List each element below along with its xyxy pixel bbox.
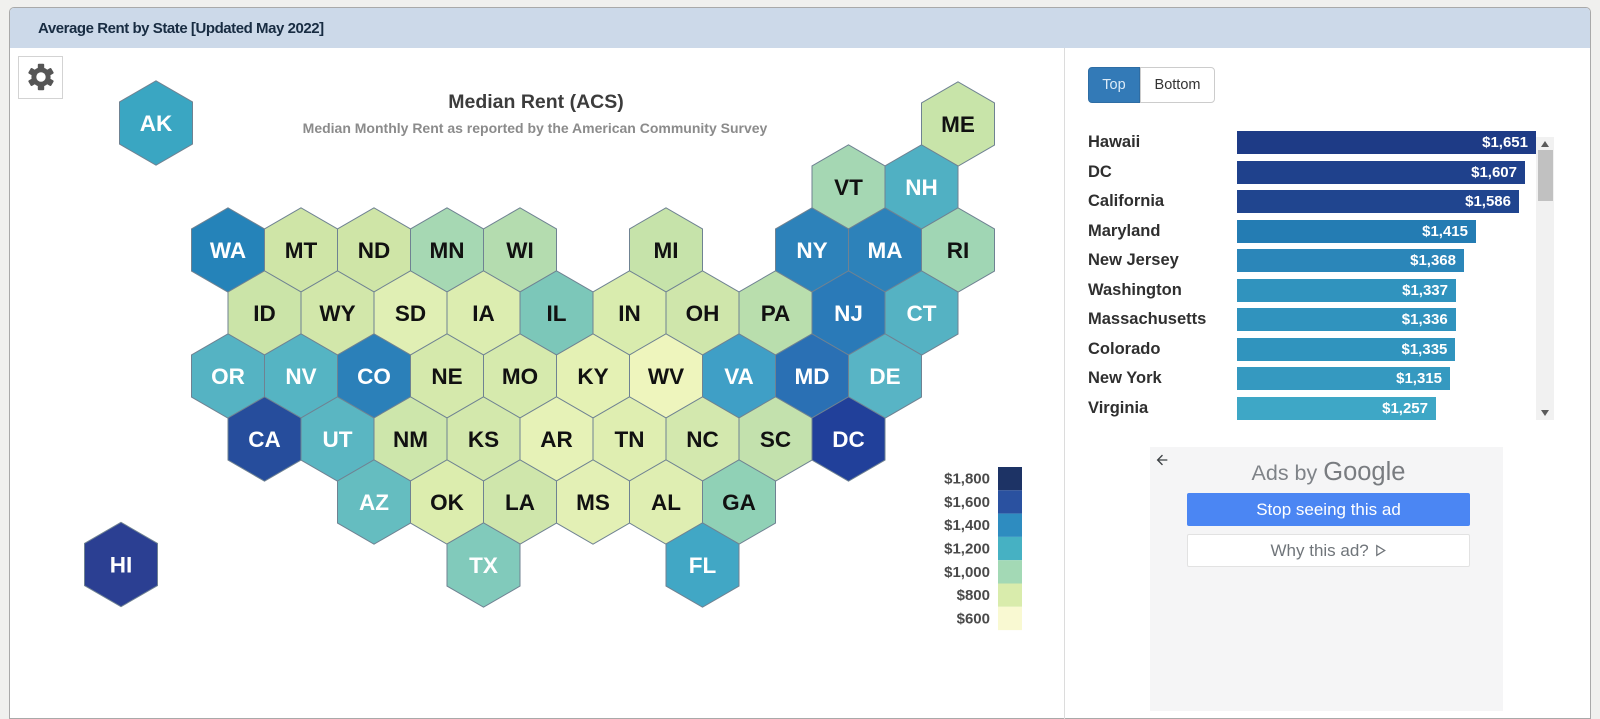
- svg-text:NY: NY: [796, 238, 827, 263]
- svg-text:AZ: AZ: [359, 490, 389, 515]
- svg-text:OK: OK: [430, 490, 465, 515]
- svg-text:MT: MT: [285, 238, 318, 263]
- svg-text:$1,400: $1,400: [944, 517, 990, 534]
- svg-text:IL: IL: [547, 301, 567, 326]
- svg-text:IA: IA: [472, 301, 495, 326]
- svg-text:$600: $600: [957, 610, 990, 627]
- svg-text:$1,600: $1,600: [944, 494, 990, 511]
- svg-text:MA: MA: [868, 238, 903, 263]
- svg-text:ND: ND: [358, 238, 391, 263]
- svg-text:NM: NM: [393, 427, 428, 452]
- svg-text:MN: MN: [430, 238, 465, 263]
- svg-text:CA: CA: [248, 427, 281, 452]
- svg-text:MI: MI: [654, 238, 679, 263]
- svg-text:$800: $800: [957, 587, 990, 604]
- svg-text:SD: SD: [395, 301, 426, 326]
- svg-text:TN: TN: [615, 427, 645, 452]
- svg-text:$1,200: $1,200: [944, 541, 990, 558]
- svg-text:KS: KS: [468, 427, 499, 452]
- svg-text:VT: VT: [834, 175, 863, 200]
- svg-text:NV: NV: [285, 364, 316, 389]
- svg-text:NH: NH: [905, 175, 938, 200]
- svg-text:LA: LA: [505, 490, 535, 515]
- svg-text:$1,800: $1,800: [944, 471, 990, 488]
- svg-text:HI: HI: [110, 553, 133, 578]
- svg-text:ID: ID: [253, 301, 276, 326]
- svg-text:DE: DE: [869, 364, 900, 389]
- svg-text:VA: VA: [724, 364, 754, 389]
- svg-text:WY: WY: [319, 301, 355, 326]
- svg-text:WV: WV: [648, 364, 684, 389]
- svg-text:CT: CT: [907, 301, 937, 326]
- svg-text:MD: MD: [795, 364, 830, 389]
- svg-text:IN: IN: [618, 301, 641, 326]
- svg-text:PA: PA: [761, 301, 791, 326]
- svg-text:NE: NE: [431, 364, 462, 389]
- svg-text:MO: MO: [502, 364, 538, 389]
- svg-text:KY: KY: [577, 364, 608, 389]
- svg-text:OH: OH: [686, 301, 720, 326]
- svg-text:MS: MS: [576, 490, 610, 515]
- svg-text:AR: AR: [540, 427, 573, 452]
- svg-text:OR: OR: [211, 364, 245, 389]
- svg-text:WI: WI: [506, 238, 534, 263]
- svg-text:GA: GA: [722, 490, 756, 515]
- svg-text:RI: RI: [947, 238, 970, 263]
- svg-text:FL: FL: [689, 553, 717, 578]
- svg-text:UT: UT: [323, 427, 353, 452]
- svg-text:TX: TX: [469, 553, 498, 578]
- svg-text:CO: CO: [357, 364, 391, 389]
- svg-text:AK: AK: [140, 111, 173, 136]
- svg-text:WA: WA: [210, 238, 246, 263]
- svg-text:NC: NC: [686, 427, 719, 452]
- svg-text:$1,000: $1,000: [944, 564, 990, 581]
- svg-text:AL: AL: [651, 490, 681, 515]
- svg-text:NJ: NJ: [834, 301, 863, 326]
- svg-text:ME: ME: [941, 112, 975, 137]
- svg-text:DC: DC: [832, 427, 865, 452]
- svg-text:SC: SC: [760, 427, 791, 452]
